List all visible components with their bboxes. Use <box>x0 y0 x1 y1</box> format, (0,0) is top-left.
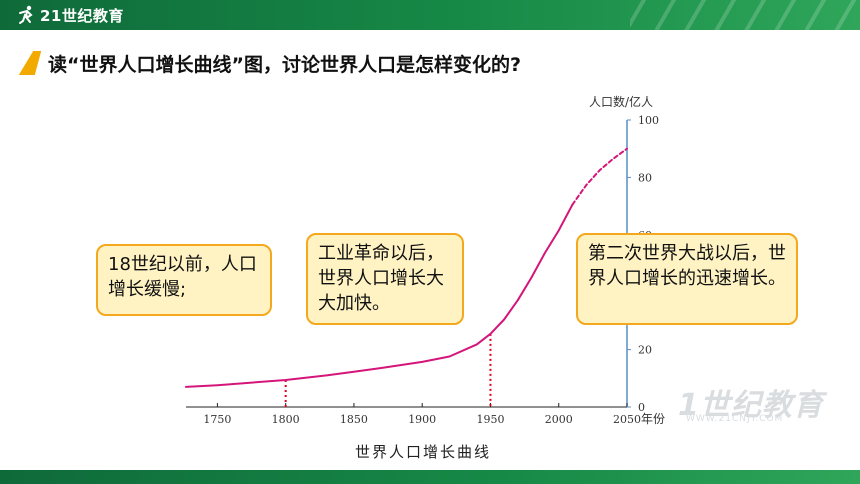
runner-logo-icon <box>19 5 33 24</box>
callout-industrial-revolution: 工业革命以后，世界人口增长大大加快。 <box>306 233 464 325</box>
chart-caption: 世界人口增长曲线 <box>355 443 492 461</box>
population-line <box>185 203 574 388</box>
y-tick-label: 20 <box>638 344 652 357</box>
x-tick-label: 1950 <box>476 413 504 426</box>
series-layer <box>185 147 628 388</box>
slide-title: 读“世界人口增长曲线”图，讨论世界人口是怎样变化的? <box>48 53 521 76</box>
slide-title-row: 读“世界人口增长曲线”图，讨论世界人口是怎样变化的? <box>18 50 521 76</box>
x-axis-ticks: 1750 1800 1850 1900 1950 2000 2050 <box>203 403 641 426</box>
callout-post-ww2: 第二次世界大战以后，世界人口增长的迅速增长。 <box>576 233 798 325</box>
projected-population-line <box>571 147 628 206</box>
watermark-logo: 1世纪教育 <box>678 388 824 423</box>
y-tick-label: 100 <box>638 114 659 127</box>
top-accent-bar: 21世纪教育 <box>0 0 860 30</box>
x-tick-label: 1900 <box>408 413 436 426</box>
callout-pre-18th-century: 18世纪以前，人口增长缓慢; <box>96 244 272 316</box>
year-markers <box>284 333 492 407</box>
x-tick-label: 2000 <box>545 413 573 426</box>
x-axis-label: 年份 <box>641 412 665 426</box>
x-tick-label: 2050 <box>613 413 641 426</box>
x-tick-label: 1800 <box>272 413 300 426</box>
x-tick-label: 1850 <box>340 413 368 426</box>
decorative-stripes <box>630 0 860 30</box>
y-axis-label: 人口数/亿人 <box>589 94 653 109</box>
bottom-accent-bar <box>0 470 860 484</box>
x-tick-label: 1750 <box>203 413 231 426</box>
brand-logo: 21世纪教育 <box>16 4 124 26</box>
watermark-url: WWW.21CNJY.COM <box>686 414 784 424</box>
y-tick-label: 0 <box>638 401 645 414</box>
y-tick-label: 80 <box>638 171 652 184</box>
brand-name: 21世纪教育 <box>40 6 124 25</box>
